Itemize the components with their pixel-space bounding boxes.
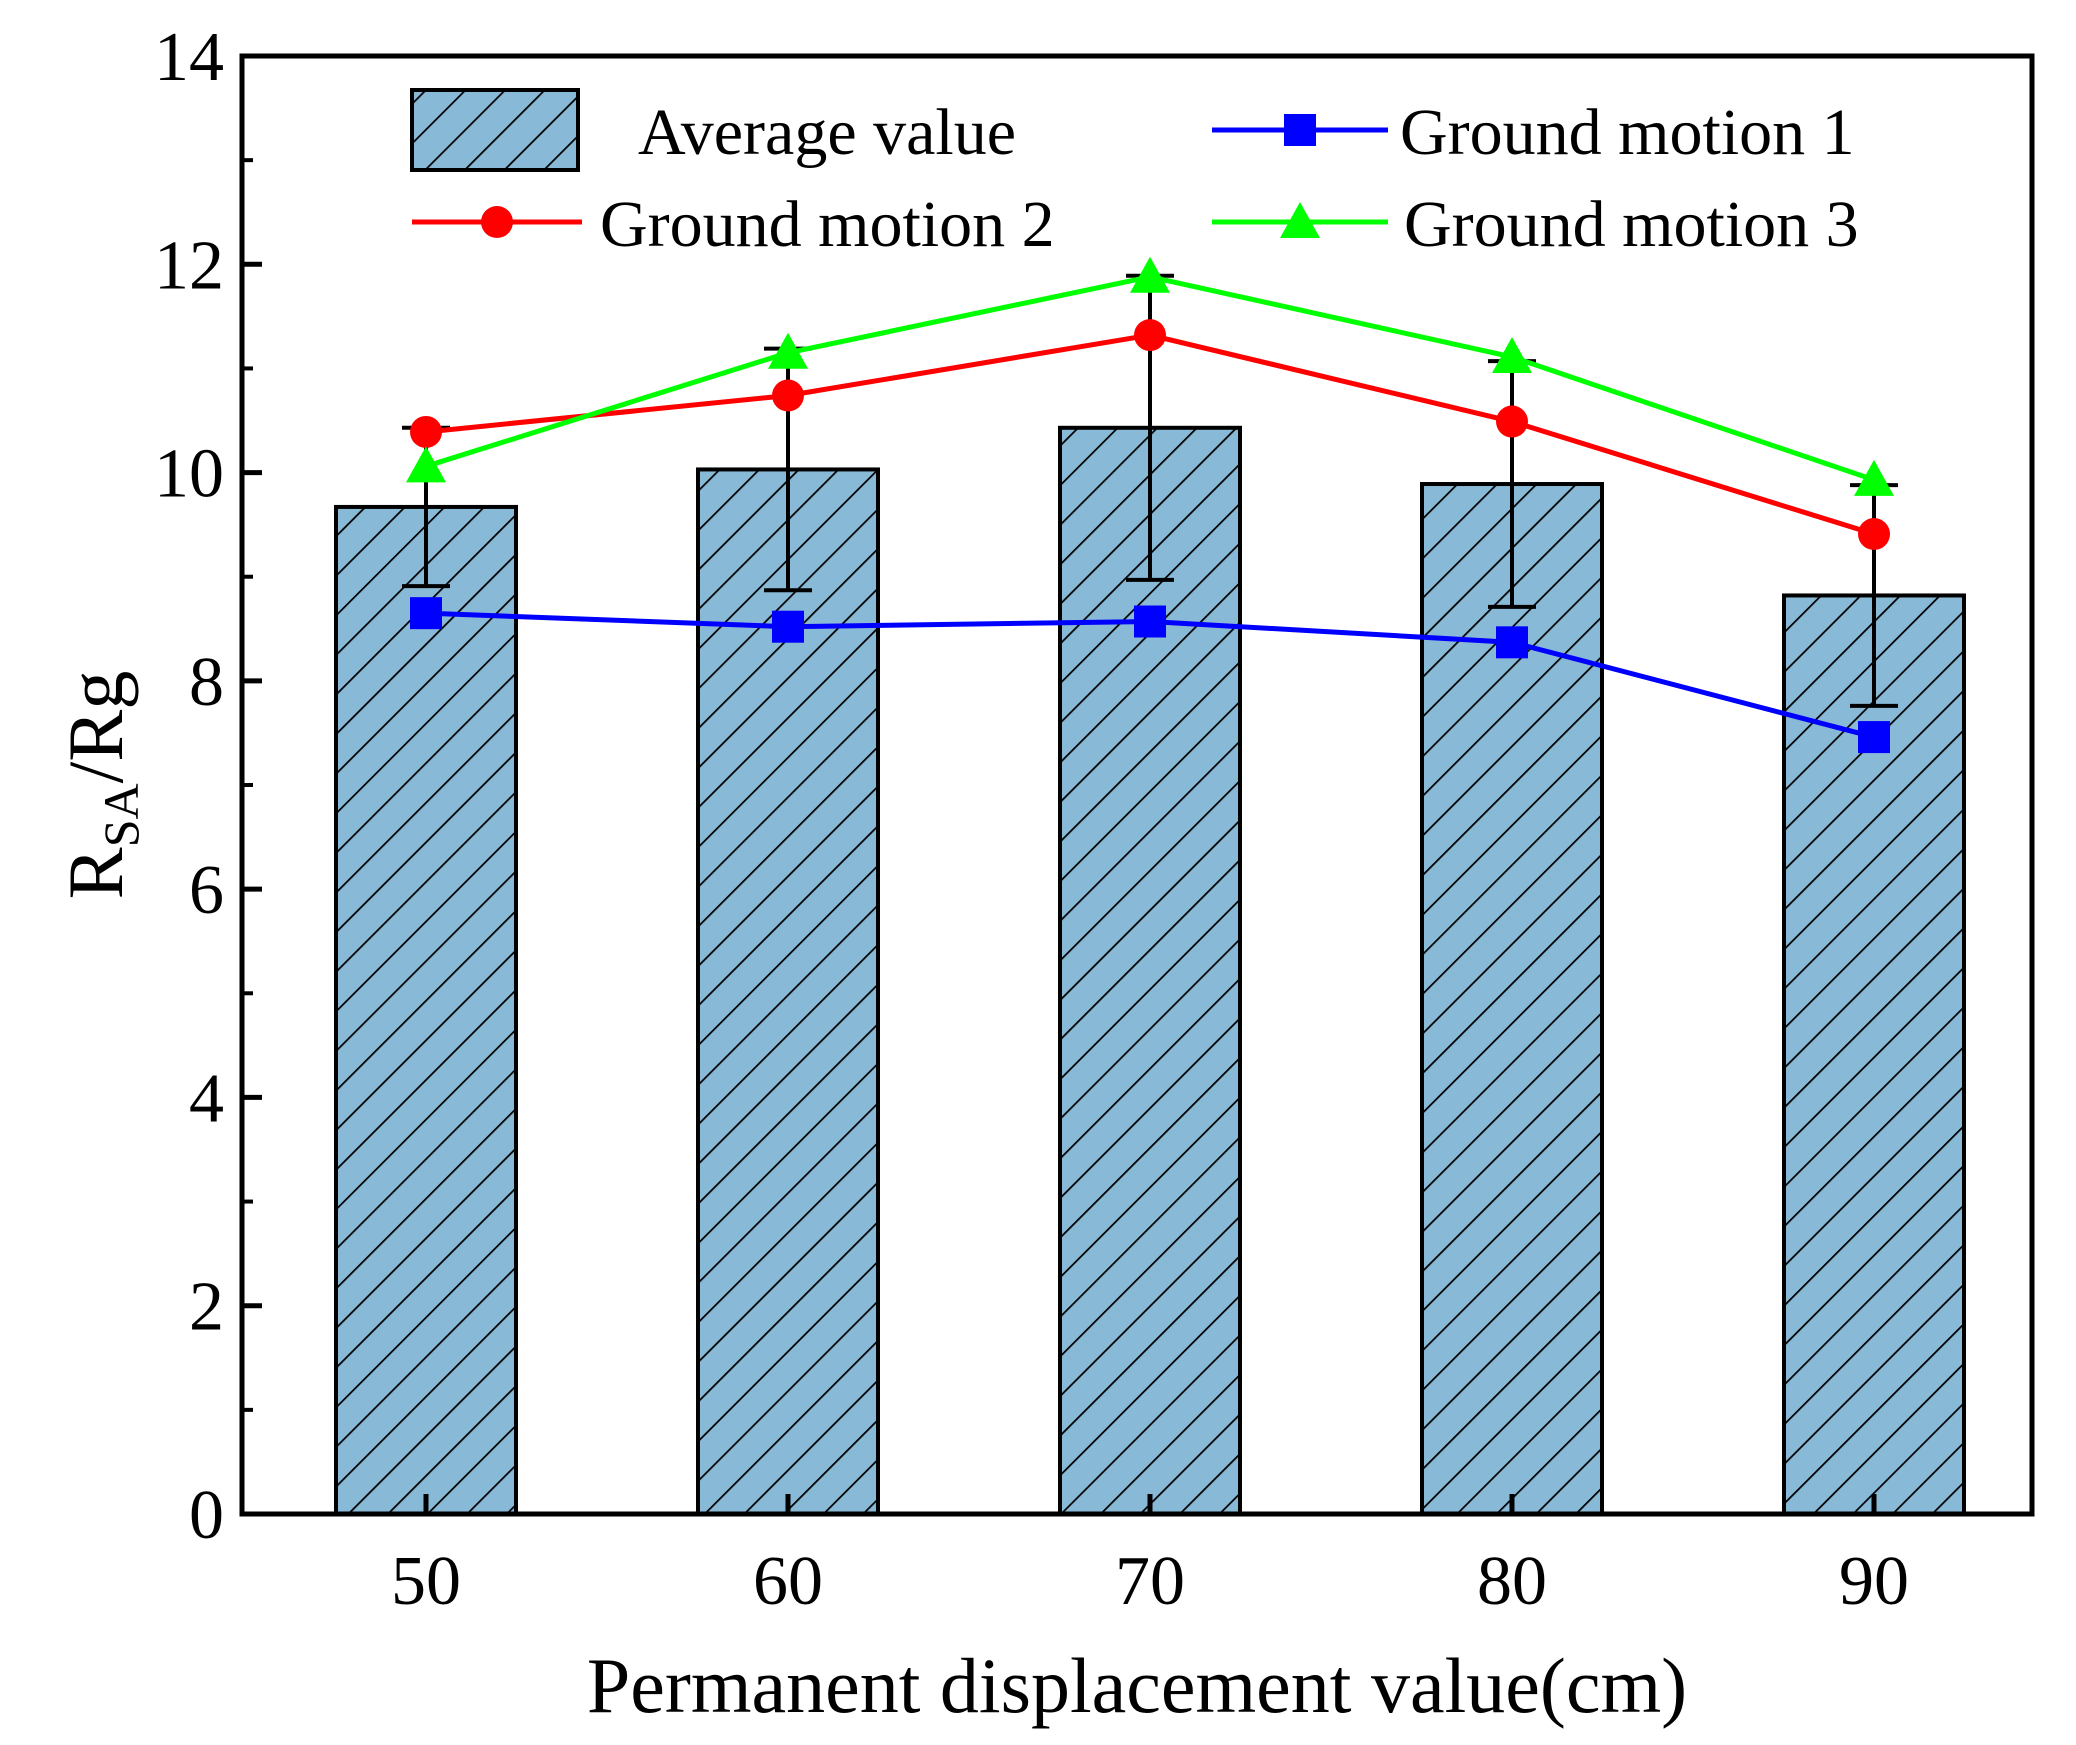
bars-layer xyxy=(334,425,1966,1517)
point-gm2-80 xyxy=(1496,405,1528,438)
x-tick-label-50: 50 xyxy=(391,1543,461,1620)
y-axis: 0 2 4 6 8 10 12 14 xyxy=(154,19,262,1554)
point-gm3-70 xyxy=(1130,256,1170,293)
legend-marker-gm2 xyxy=(481,206,513,238)
y-axis-title-suffix: /Rg xyxy=(52,671,139,784)
y-tick-label-12: 12 xyxy=(154,227,224,304)
legend-label-gm3: Ground motion 3 xyxy=(1404,188,1859,261)
point-gm3-60 xyxy=(768,332,808,369)
x-tick-label-90: 90 xyxy=(1839,1543,1909,1620)
legend-label-average: Average value xyxy=(638,96,1016,169)
point-gm2-90 xyxy=(1858,518,1890,551)
bar-70 xyxy=(1058,425,1242,1516)
point-gm1-70 xyxy=(1134,605,1166,638)
x-tick-label-60: 60 xyxy=(753,1543,823,1620)
point-gm3-90 xyxy=(1854,459,1894,496)
y-tick-label-10: 10 xyxy=(154,436,224,513)
point-gm1-90 xyxy=(1858,721,1890,754)
y-tick-label-4: 4 xyxy=(189,1060,224,1137)
y-tick-label-2: 2 xyxy=(189,1269,224,1346)
legend-label-gm2: Ground motion 2 xyxy=(600,188,1055,261)
point-gm1-60 xyxy=(772,610,804,643)
bar-50 xyxy=(334,504,518,1516)
legend-marker-gm3 xyxy=(1280,202,1320,238)
legend-label-gm1: Ground motion 1 xyxy=(1400,96,1855,169)
x-tick-label-80: 80 xyxy=(1477,1543,1547,1620)
series-layer xyxy=(406,256,1894,754)
point-gm2-60 xyxy=(772,379,804,412)
bar-60 xyxy=(696,467,880,1516)
point-gm2-50 xyxy=(410,415,442,448)
point-gm1-80 xyxy=(1496,626,1528,659)
x-axis-title: Permanent displacement value(cm) xyxy=(587,1642,1687,1729)
y-axis-title-main: R xyxy=(52,847,139,899)
x-axis: 50 60 70 80 90 xyxy=(391,1494,1909,1620)
y-axis-title-sub: SA xyxy=(93,783,149,847)
legend: Average value Ground motion 1 Ground mot… xyxy=(410,88,1859,261)
point-gm3-50 xyxy=(406,446,446,483)
y-tick-label-0: 0 xyxy=(189,1477,224,1554)
y-tick-label-14: 14 xyxy=(154,19,224,96)
legend-swatch-average xyxy=(410,88,580,172)
point-gm2-70 xyxy=(1134,319,1166,352)
y-tick-label-8: 8 xyxy=(189,644,224,721)
point-gm3-80 xyxy=(1492,336,1532,373)
legend-marker-gm1 xyxy=(1284,114,1316,146)
point-gm1-50 xyxy=(410,597,442,630)
y-axis-title: RSA/Rg xyxy=(52,671,149,900)
x-tick-label-70: 70 xyxy=(1115,1543,1185,1620)
y-tick-label-6: 6 xyxy=(189,852,224,929)
